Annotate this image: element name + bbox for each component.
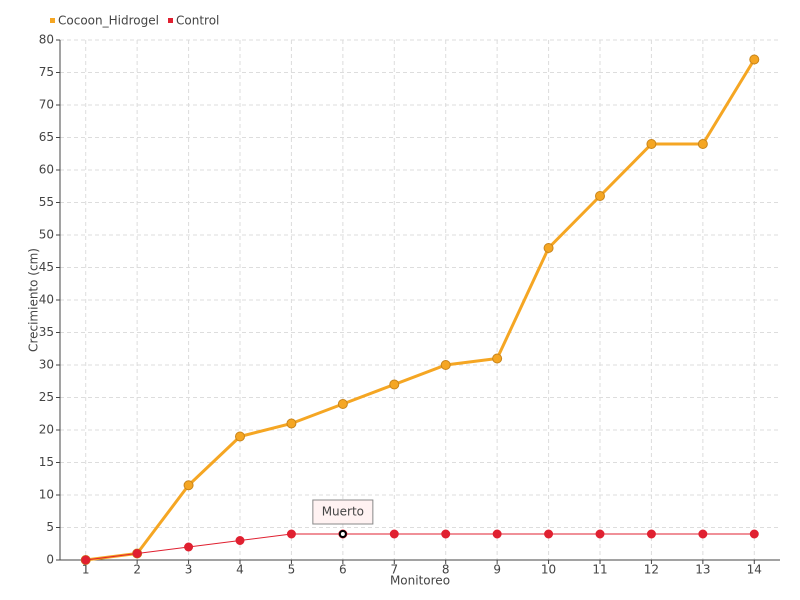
legend-label: Control [176, 14, 219, 28]
x-tick-label: 13 [695, 563, 710, 577]
data-point [440, 360, 451, 370]
y-tick-label: 5 [46, 520, 54, 534]
x-tick-label: 11 [592, 563, 607, 577]
data-point [184, 542, 194, 552]
x-tick-label: 8 [442, 563, 450, 577]
data-point [132, 549, 142, 558]
tooltip: Muerto [312, 499, 374, 525]
x-tick-label: 4 [236, 563, 244, 577]
data-point [697, 139, 708, 149]
data-point [749, 54, 760, 65]
data-point [646, 139, 657, 149]
y-tick-label: 10 [39, 488, 54, 502]
x-tick-label: 14 [747, 563, 762, 577]
x-tick-label: 10 [541, 563, 556, 577]
y-tick-label: 0 [46, 553, 54, 567]
x-tick-label: 6 [339, 563, 347, 577]
highlight-point [338, 530, 347, 538]
data-point [235, 536, 245, 545]
data-point [595, 529, 605, 539]
series-line [85, 58, 756, 562]
data-point [441, 529, 451, 539]
y-tick-label: 60 [39, 163, 54, 177]
x-tick-label: 2 [133, 563, 141, 577]
data-point [183, 480, 194, 491]
legend-swatch [168, 18, 173, 23]
data-point [286, 529, 296, 539]
x-tick-label: 9 [493, 563, 501, 577]
data-point [543, 243, 554, 253]
x-tick-label: 12 [644, 563, 659, 577]
y-tick-label: 30 [39, 358, 54, 372]
data-point [698, 529, 708, 539]
data-point [389, 529, 399, 539]
y-tick-label: 40 [39, 293, 54, 307]
x-tick-label: 5 [288, 563, 296, 577]
x-tick-label: 3 [185, 563, 193, 577]
series-line [85, 533, 755, 561]
y-tick-label: 80 [39, 33, 54, 47]
data-point [81, 555, 91, 565]
y-tick-label: 70 [39, 98, 54, 112]
legend-swatch [50, 18, 55, 23]
x-tick-label: 7 [390, 563, 398, 577]
data-point [286, 418, 297, 429]
data-point [749, 529, 759, 539]
y-tick-label: 75 [39, 65, 54, 79]
y-tick-label: 15 [39, 455, 54, 469]
tooltip-box [312, 499, 374, 525]
data-point [337, 399, 348, 409]
data-point [595, 191, 605, 201]
y-tick-label: 45 [39, 260, 54, 274]
y-tick-label: 20 [39, 423, 54, 437]
data-point [646, 529, 656, 539]
data-point [235, 431, 245, 442]
y-tick-label: 35 [39, 325, 54, 339]
y-tick-label: 25 [39, 390, 54, 404]
data-point [544, 529, 554, 539]
x-axis-label: Monitoreo [390, 574, 450, 588]
data-point [389, 379, 400, 390]
y-tick-label: 55 [39, 195, 54, 209]
y-tick-label: 65 [39, 130, 54, 144]
data-point [492, 353, 503, 364]
y-tick-label: 50 [39, 228, 54, 242]
x-tick-label: 1 [82, 563, 90, 577]
legend-label: Cocoon_Hidrogel [58, 14, 159, 28]
y-axis-label: Crecimiento (cm) [27, 248, 41, 352]
data-point [492, 529, 502, 539]
tooltip-text: Muerto [322, 505, 364, 519]
